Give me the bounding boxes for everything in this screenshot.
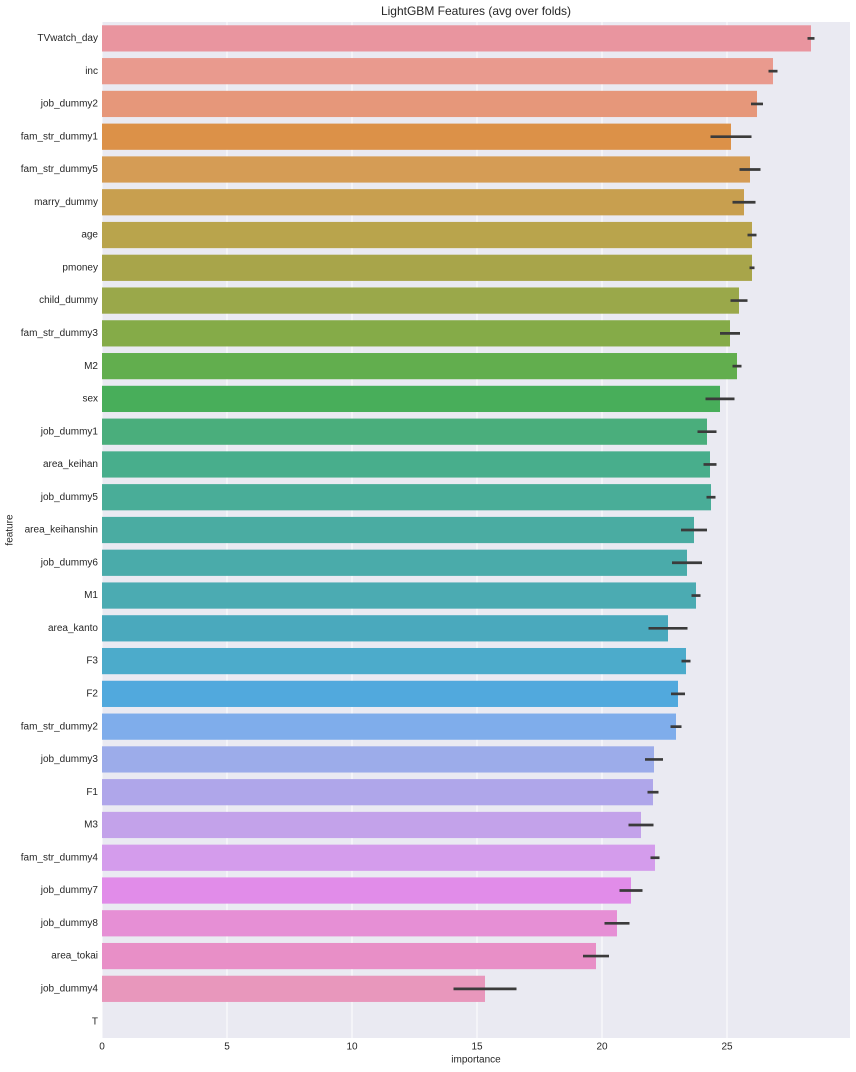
y-tick-label: job_dummy3: [40, 754, 99, 765]
bar: [102, 877, 631, 904]
y-tick-label: age: [81, 230, 98, 241]
y-tick-label: F1: [86, 787, 98, 798]
y-axis-label: feature: [5, 514, 16, 546]
bar: [102, 123, 731, 150]
y-tick-label: inc: [85, 66, 98, 77]
bar: [102, 451, 710, 478]
bar: [102, 779, 653, 806]
bar: [102, 975, 485, 1002]
y-tick-label: fam_str_dummy5: [21, 164, 99, 175]
y-tick-label: area_keihanshin: [25, 525, 98, 536]
y-tick-label: F2: [86, 689, 98, 700]
x-axis-label: importance: [451, 1055, 501, 1066]
y-tick-label: job_dummy4: [40, 983, 99, 994]
chart-title: LightGBM Features (avg over folds): [381, 4, 571, 18]
bar: [102, 156, 750, 183]
y-tick-label: job_dummy2: [40, 99, 99, 110]
bar: [102, 647, 686, 675]
bar: [102, 811, 641, 839]
y-tick-label: fam_str_dummy1: [21, 131, 99, 142]
y-tick-label: area_kanto: [48, 623, 98, 634]
y-tick-label: area_tokai: [51, 951, 98, 962]
y-tick-label: job_dummy8: [40, 918, 99, 929]
bar: [102, 910, 617, 937]
y-tick-label: job_dummy1: [40, 426, 99, 437]
y-tick-label: marry_dummy: [34, 197, 98, 208]
y-tick-label: T: [92, 1016, 98, 1027]
bar: [102, 385, 720, 413]
y-tick-label: M2: [84, 361, 98, 372]
bar: [102, 484, 711, 511]
x-tick-label: 0: [99, 1042, 105, 1053]
bar: [102, 615, 668, 642]
bar: [102, 254, 752, 281]
bar: [102, 680, 678, 707]
y-tick-label: job_dummy7: [40, 885, 99, 896]
y-tick-label: F3: [86, 656, 98, 667]
y-tick-label: M1: [84, 590, 98, 601]
y-tick-label: child_dummy: [39, 295, 98, 306]
bar: [102, 58, 773, 85]
x-tick-label: 15: [471, 1042, 483, 1053]
bar: [102, 287, 739, 314]
y-tick-label: pmoney: [62, 262, 98, 273]
y-tick-label: TVwatch_day: [37, 33, 98, 44]
x-tick-label: 25: [721, 1042, 733, 1053]
bar: [102, 942, 596, 970]
bar: [102, 353, 737, 380]
bar: [102, 189, 744, 216]
bar: [102, 221, 752, 249]
x-tick-label: 20: [596, 1042, 608, 1053]
x-tick-label: 10: [346, 1042, 358, 1053]
bar: [102, 320, 730, 347]
bar: [102, 746, 654, 773]
y-tick-label: fam_str_dummy4: [21, 852, 99, 863]
bar: [102, 418, 707, 445]
y-tick-label: job_dummy6: [40, 557, 99, 568]
x-tick-label: 5: [224, 1042, 230, 1053]
bar: [102, 90, 757, 118]
bar: [102, 25, 811, 52]
y-tick-label: sex: [82, 394, 98, 405]
y-tick-label: fam_str_dummy3: [21, 328, 99, 339]
y-tick-label: fam_str_dummy2: [21, 721, 99, 732]
bar: [102, 516, 694, 544]
bar: [102, 713, 676, 740]
y-tick-label: area_keihan: [43, 459, 98, 470]
bar: [102, 844, 655, 871]
y-tick-label: job_dummy5: [40, 492, 99, 503]
bar: [102, 549, 687, 576]
y-tick-label: M3: [84, 820, 98, 831]
bar: [102, 582, 696, 609]
